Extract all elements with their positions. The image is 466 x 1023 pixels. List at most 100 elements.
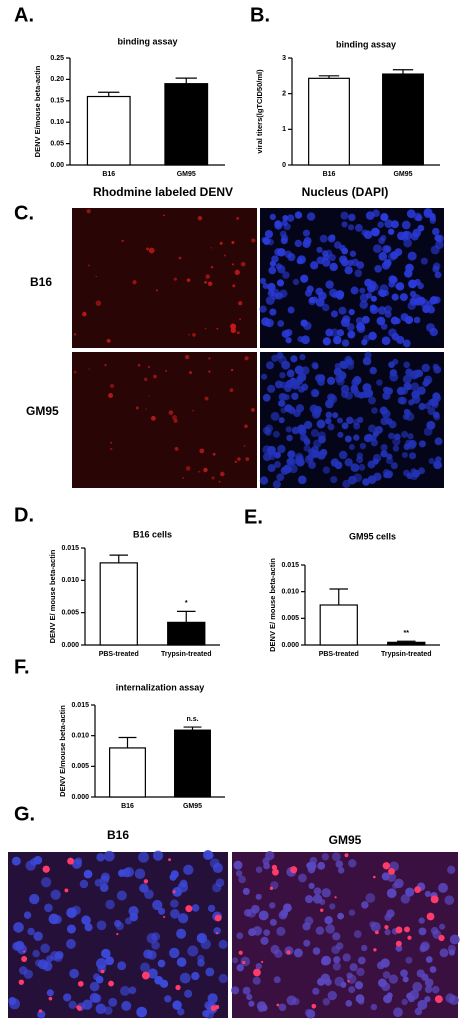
cell xyxy=(434,271,442,279)
cell xyxy=(380,450,388,458)
cell xyxy=(197,215,203,221)
cell xyxy=(295,452,304,462)
cell xyxy=(285,328,293,337)
cell xyxy=(418,402,426,411)
cell xyxy=(121,1000,132,1011)
cell xyxy=(23,969,33,979)
cell xyxy=(245,457,250,461)
cell xyxy=(216,327,219,330)
cell xyxy=(403,361,410,369)
cell xyxy=(405,384,412,391)
cell xyxy=(269,918,277,926)
cell xyxy=(355,224,363,232)
cell xyxy=(304,455,314,464)
cell xyxy=(395,282,405,291)
y-tick-label: 0.15 xyxy=(50,98,64,105)
cell xyxy=(424,996,431,1003)
cell xyxy=(317,431,326,440)
cell xyxy=(321,853,330,861)
cell xyxy=(344,435,352,443)
cell xyxy=(417,999,428,1010)
cell xyxy=(204,327,207,330)
bar xyxy=(174,729,211,798)
cell xyxy=(408,452,417,460)
cell xyxy=(349,963,358,972)
cell xyxy=(340,318,350,328)
cell xyxy=(196,934,206,943)
cell xyxy=(150,415,156,421)
y-tick-label: 0.015 xyxy=(281,562,299,569)
bar xyxy=(86,95,131,166)
cell xyxy=(356,416,364,424)
cell xyxy=(73,333,77,336)
cell xyxy=(412,981,423,992)
cell xyxy=(294,239,302,248)
cell xyxy=(310,429,319,438)
cell xyxy=(320,957,329,966)
cell xyxy=(407,301,416,311)
cell xyxy=(428,457,435,464)
error-bar xyxy=(183,726,202,731)
cell xyxy=(410,468,417,475)
particle xyxy=(38,1009,43,1013)
cell xyxy=(361,944,368,952)
cell xyxy=(374,425,383,434)
cell xyxy=(315,298,325,307)
cell xyxy=(276,926,286,936)
micrograph-bg xyxy=(72,352,257,488)
particle xyxy=(108,980,114,987)
cell xyxy=(354,981,364,990)
cell xyxy=(165,369,168,372)
cell xyxy=(362,383,372,393)
cell xyxy=(370,1003,378,1011)
cell xyxy=(377,306,387,315)
cell xyxy=(427,407,436,416)
cell xyxy=(248,928,256,937)
cell xyxy=(296,375,303,382)
cell xyxy=(420,257,428,265)
significance-label: ** xyxy=(404,630,410,637)
cell xyxy=(210,247,212,249)
cell xyxy=(420,941,430,951)
x-tick-label: Trypsin-treated xyxy=(161,651,212,658)
cell xyxy=(95,275,97,278)
cell xyxy=(363,230,373,240)
cell xyxy=(341,422,349,430)
cell xyxy=(277,444,286,454)
cell xyxy=(145,408,147,410)
cell xyxy=(66,924,76,934)
cell xyxy=(429,327,438,337)
cell xyxy=(372,209,380,218)
cell xyxy=(433,296,441,304)
cell xyxy=(407,251,417,261)
cell xyxy=(322,303,330,312)
cell xyxy=(415,214,423,222)
cell xyxy=(394,433,401,441)
cell xyxy=(29,893,40,905)
cell xyxy=(203,850,213,860)
row-label: B16 xyxy=(30,275,52,289)
cell xyxy=(199,448,205,454)
cell xyxy=(235,870,243,877)
cell xyxy=(308,448,315,456)
cell xyxy=(262,426,271,435)
cell xyxy=(110,447,113,451)
error-bar xyxy=(176,610,196,623)
cell xyxy=(255,893,262,900)
cell xyxy=(35,959,43,967)
particle xyxy=(426,912,435,921)
cell xyxy=(146,247,150,251)
cell xyxy=(88,368,91,370)
particle xyxy=(388,868,395,875)
cell xyxy=(103,1006,113,1015)
cell xyxy=(435,240,444,249)
y-tick-label: 0.005 xyxy=(71,763,89,770)
particle xyxy=(374,930,379,935)
micrograph-bg xyxy=(72,208,257,348)
cell xyxy=(177,1008,185,1016)
cell xyxy=(316,419,326,429)
cell xyxy=(279,230,287,238)
cell xyxy=(185,466,191,471)
cell xyxy=(401,998,408,1006)
cell xyxy=(341,339,350,347)
